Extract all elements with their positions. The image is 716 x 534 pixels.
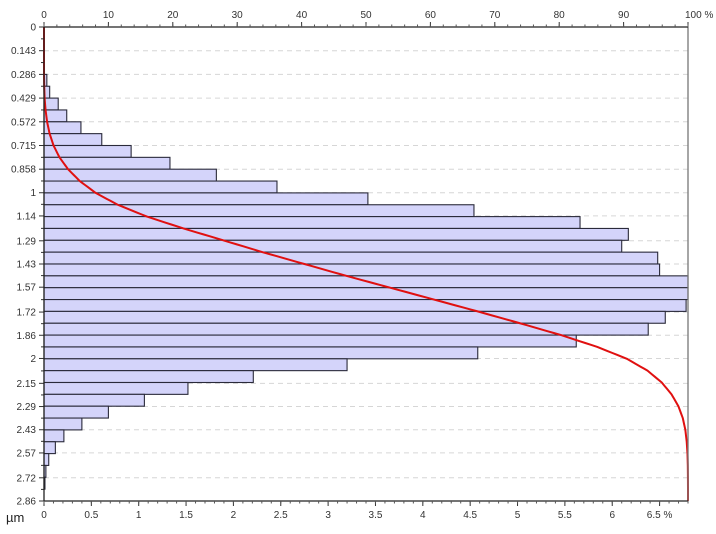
y-tick-label: 0.858 <box>11 165 36 176</box>
bottom-tick-label: 5.5 <box>558 510 572 521</box>
bottom-tick-label: 1.5 <box>179 510 193 521</box>
histogram-bar <box>43 216 581 230</box>
histogram-bar <box>43 429 65 443</box>
bottom-tick-label: 1 <box>136 510 142 521</box>
y-unit-label: µm <box>6 510 24 525</box>
y-tick-label: 1.86 <box>17 331 37 342</box>
top-tick-label: 100 % <box>685 10 713 21</box>
histogram-bar <box>43 417 83 431</box>
y-tick-label: 0.286 <box>11 70 36 81</box>
bottom-tick-label: 4 <box>420 510 426 521</box>
histogram-bar <box>43 370 254 384</box>
bottom-tick-label: 3 <box>325 510 331 521</box>
y-tick-label: 2.72 <box>17 473 37 484</box>
histogram-bar <box>43 393 145 407</box>
y-tick-label: 2.57 <box>17 448 37 459</box>
cumulative-curve <box>43 27 689 501</box>
y-tick-label: 0 <box>30 23 36 34</box>
y-tick-label: 0.715 <box>11 141 36 152</box>
histogram-bar <box>43 251 659 265</box>
bottom-tick-label: 4.5 <box>463 510 477 521</box>
y-tick-label: 0.143 <box>11 46 36 57</box>
top-tick-label: 30 <box>232 10 244 21</box>
y-tick-label: 1 <box>30 188 36 199</box>
top-tick-label: 50 <box>360 10 372 21</box>
histogram-bar <box>43 263 661 277</box>
bottom-tick-label: 0.5 <box>84 510 98 521</box>
histogram-bar <box>43 227 629 241</box>
histogram-bar <box>43 346 479 360</box>
bottom-tick-label: 6.5 % <box>647 510 673 521</box>
y-tick-label: 1.57 <box>17 283 37 294</box>
y-tick-label: 2.29 <box>17 402 37 413</box>
histogram-bar <box>43 310 666 324</box>
histogram-bar <box>43 453 50 467</box>
y-tick-label: 1.43 <box>17 260 37 271</box>
histogram-bar <box>43 298 687 312</box>
top-tick-label: 80 <box>554 10 566 21</box>
bottom-tick-label: 0 <box>41 510 47 521</box>
y-tick-label: 2.15 <box>17 379 37 390</box>
bottom-tick-label: 2.5 <box>274 510 288 521</box>
histogram-bar <box>43 239 623 253</box>
y-tick-label: 2.43 <box>17 425 37 436</box>
histogram-bar <box>43 405 109 419</box>
histogram-bar <box>43 287 689 301</box>
y-tick-label: 0.572 <box>11 117 36 128</box>
histogram-bar <box>43 204 475 218</box>
axes: 0 0.143 0.286 0.429 0.572 0.715 0.858 1 1.14 1.29… <box>11 10 713 521</box>
top-tick-label: 0 <box>41 10 47 21</box>
top-tick-label: 90 <box>618 10 630 21</box>
bottom-tick-label: 3.5 <box>369 510 383 521</box>
bottom-tick-label: 6 <box>609 510 615 521</box>
histogram-bar <box>43 180 278 194</box>
top-tick-label: 10 <box>103 10 115 21</box>
top-tick-label: 70 <box>489 10 501 21</box>
histogram-bar <box>43 441 56 455</box>
y-tick-label: 1.14 <box>17 211 37 222</box>
histogram-bar <box>43 192 369 206</box>
bottom-tick-label: 2 <box>231 510 237 521</box>
y-tick-label: 1.72 <box>17 308 37 319</box>
top-tick-label: 20 <box>167 10 179 21</box>
histogram-bar <box>43 381 189 395</box>
y-tick-label: 0.429 <box>11 94 36 105</box>
y-tick-label: 2 <box>30 354 36 365</box>
bottom-tick-label: 5 <box>515 510 521 521</box>
histogram-bar <box>43 358 348 372</box>
top-tick-label: 60 <box>425 10 437 21</box>
bars <box>43 73 689 490</box>
y-tick-label: 1.29 <box>17 236 37 247</box>
y-tick-label: 2.86 <box>17 497 37 508</box>
top-tick-label: 40 <box>296 10 308 21</box>
histogram-bar <box>43 334 577 348</box>
